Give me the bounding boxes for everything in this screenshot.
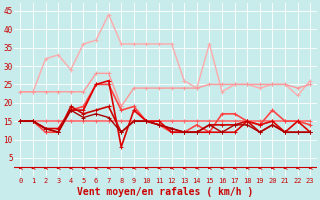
X-axis label: Vent moyen/en rafales ( km/h ): Vent moyen/en rafales ( km/h ) bbox=[77, 187, 253, 197]
